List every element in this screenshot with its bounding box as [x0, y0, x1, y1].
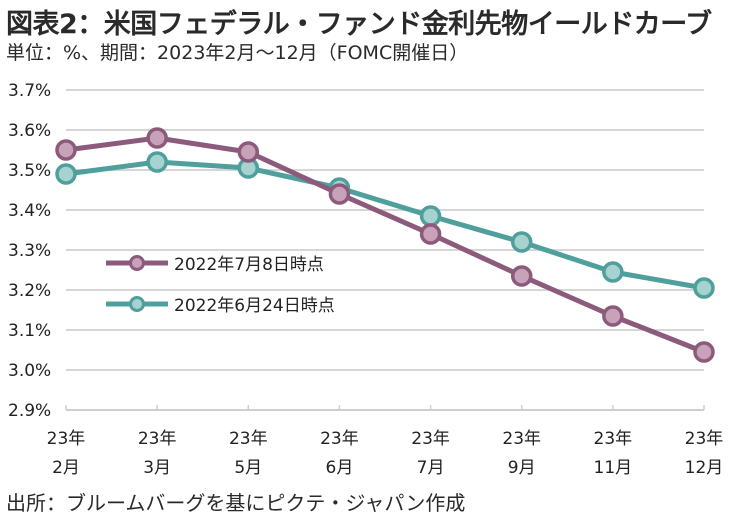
- data-point: [419, 205, 442, 227]
- data-point: [602, 261, 624, 283]
- data-point: [510, 231, 533, 253]
- chart-subtitle: 単位：%、期間：2023年2月～12月（FOMC開催日）: [6, 42, 469, 64]
- x-tick-label-month: 12月: [685, 458, 724, 478]
- legend-marker: [129, 255, 145, 271]
- series-line: [65, 135, 705, 355]
- y-axis-ticks: 3.7% 3.6% 3.5% 3.4% 3.3% 3.2% 3.1% 3.0% 2.9%: [8, 81, 51, 421]
- data-point: [55, 163, 77, 185]
- data-point: [146, 127, 168, 149]
- series-jun24: [55, 151, 715, 299]
- x-tick-label-month: 3月: [143, 458, 171, 478]
- y-tick-label: 3.7%: [8, 81, 51, 101]
- data-point: [55, 139, 77, 161]
- gridlines: [66, 89, 704, 371]
- legend: 2022年7月8日時点 2022年6月24日時点: [106, 255, 335, 316]
- x-tick-label-year: 23年: [594, 429, 633, 449]
- legend-item: 2022年7月8日時点: [106, 255, 324, 275]
- y-tick-label: 3.2%: [8, 281, 51, 301]
- y-tick-label: 3.4%: [8, 201, 51, 221]
- x-tick-label-year: 23年: [685, 429, 724, 449]
- x-tick-label-year: 23年: [47, 429, 86, 449]
- y-tick-label: 3.0%: [8, 361, 51, 381]
- y-tick-label: 3.1%: [8, 321, 51, 341]
- series-group: [55, 127, 715, 363]
- data-point: [419, 223, 442, 245]
- x-axis-ticks: 23年 2月 23年 3月 23年 5月 23年 6月 23年 7月 23年 9月 23年 11月 23年 1…: [47, 429, 724, 478]
- x-tick-label-month: 9月: [508, 458, 536, 478]
- legend-item: 2022年6月24日時点: [106, 296, 335, 316]
- chart-title: 図表2：米国フェデラル・ファンド金利先物イールドカーブ: [6, 9, 712, 40]
- data-point: [237, 141, 260, 163]
- data-point: [693, 341, 715, 363]
- data-point: [328, 183, 351, 205]
- x-tick-label-year: 23年: [502, 429, 541, 449]
- y-tick-label: 3.6%: [8, 121, 51, 141]
- data-point: [146, 151, 168, 173]
- x-tick-label-year: 23年: [320, 429, 359, 449]
- series-line: [65, 159, 705, 291]
- data-point: [602, 305, 624, 327]
- legend-marker: [129, 296, 145, 312]
- x-tick-label-month: 6月: [326, 458, 354, 478]
- x-tick-label-year: 23年: [411, 429, 450, 449]
- source-note: 出所：ブルームバーグを基にピクテ・ジャパン作成: [6, 491, 466, 515]
- x-tick-label-month: 7月: [417, 458, 445, 478]
- x-tick-label-month: 5月: [234, 458, 262, 478]
- legend-label: 2022年6月24日時点: [174, 296, 335, 316]
- x-tick-label-year: 23年: [229, 429, 268, 449]
- y-tick-label: 3.5%: [8, 161, 51, 181]
- legend-label: 2022年7月8日時点: [174, 255, 324, 275]
- y-tick-label: 3.3%: [8, 241, 51, 261]
- x-tick-label-month: 11月: [594, 458, 633, 478]
- x-axis: [65, 405, 705, 411]
- data-point: [510, 265, 533, 287]
- data-point: [693, 277, 715, 299]
- x-tick-label-year: 23年: [138, 429, 177, 449]
- series-jul8: [55, 127, 715, 363]
- y-tick-label: 2.9%: [8, 401, 51, 421]
- x-tick-label-month: 2月: [52, 458, 80, 478]
